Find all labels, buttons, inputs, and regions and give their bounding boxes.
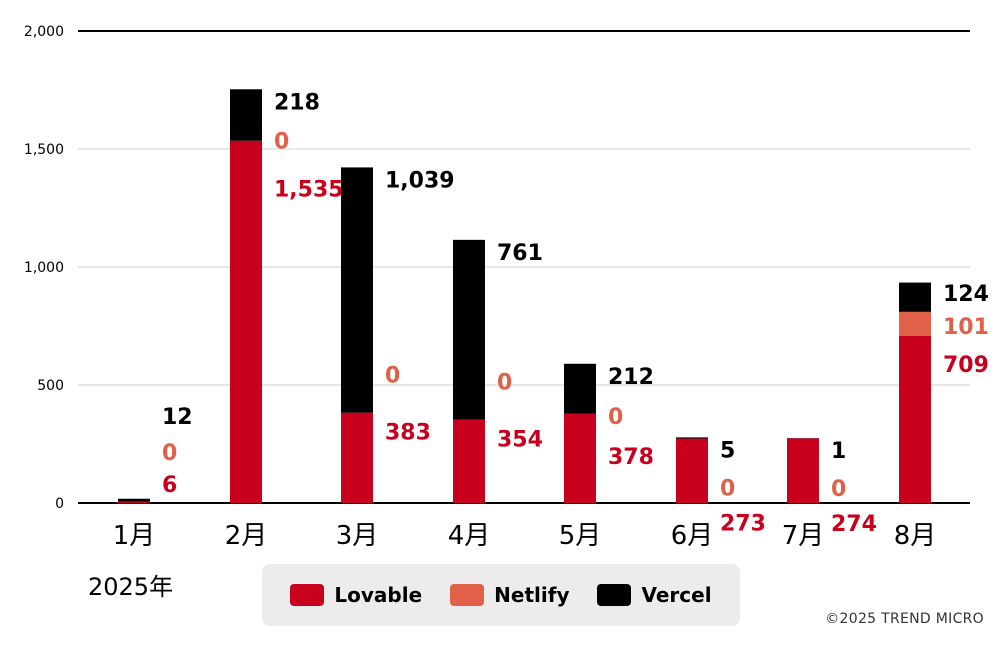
legend-swatch-lovable <box>290 584 325 606</box>
data-label-netlify-5: 0 <box>608 405 623 430</box>
bar-vercel-3 <box>341 167 373 413</box>
bar-lovable-5 <box>564 413 596 503</box>
data-label-netlify-2: 0 <box>274 129 289 154</box>
x-tick-label-8: 8月 <box>894 521 937 551</box>
data-label-lovable-4: 354 <box>497 427 543 452</box>
x-tick-label-3: 3月 <box>336 521 379 551</box>
bar-lovable-3 <box>341 412 373 503</box>
y-tick-label-2000: 2,000 <box>24 24 64 40</box>
y-tick-label-1000: 1,000 <box>24 260 64 276</box>
legend-item-vercel: Vercel <box>597 583 712 607</box>
data-label-lovable-5: 378 <box>608 445 654 470</box>
bar-lovable-4 <box>453 419 485 503</box>
data-label-lovable-8: 709 <box>943 353 989 378</box>
y-tick-label-1500: 1,500 <box>24 142 64 158</box>
x-tick-label-4: 4月 <box>448 521 491 551</box>
data-label-vercel-6: 5 <box>720 438 735 463</box>
x-tick-label-1: 1月 <box>113 521 156 551</box>
bar-netlify-8 <box>899 311 931 336</box>
x-tick-label-5: 5月 <box>559 521 602 551</box>
data-label-netlify-4: 0 <box>497 370 512 395</box>
bar-vercel-2 <box>230 89 262 141</box>
bar-vercel-1 <box>118 498 150 502</box>
legend: Lovable Netlify Vercel <box>262 564 740 626</box>
data-label-vercel-7: 1 <box>831 439 846 464</box>
year-label: 2025年 <box>88 573 174 601</box>
data-label-vercel-3: 1,039 <box>385 168 455 193</box>
data-label-netlify-8: 101 <box>943 315 989 340</box>
legend-label-lovable: Lovable <box>334 583 423 607</box>
data-label-lovable-7: 274 <box>831 512 877 537</box>
data-label-vercel-2: 218 <box>274 90 320 115</box>
bar-vercel-5 <box>564 363 596 414</box>
x-tick-label-7: 7月 <box>782 521 825 551</box>
data-label-netlify-6: 0 <box>720 476 735 501</box>
bar-lovable-8 <box>899 335 931 503</box>
data-label-lovable-6: 273 <box>720 511 766 536</box>
data-label-vercel-8: 124 <box>943 282 989 307</box>
bar-lovable-6 <box>676 438 708 503</box>
bar-lovable-7 <box>787 438 819 503</box>
data-label-vercel-5: 212 <box>608 365 654 390</box>
bar-vercel-8 <box>899 282 931 312</box>
data-label-lovable-2: 1,535 <box>274 177 344 202</box>
data-label-netlify-7: 0 <box>831 477 846 502</box>
y-tick-label-500: 500 <box>37 378 64 394</box>
legend-swatch-vercel <box>597 584 632 606</box>
legend-label-vercel: Vercel <box>641 583 712 607</box>
legend-item-netlify: Netlify <box>450 583 569 607</box>
data-label-lovable-3: 383 <box>385 421 431 446</box>
data-label-netlify-3: 0 <box>385 364 400 389</box>
data-label-lovable-1: 6 <box>162 473 177 498</box>
copyright-credit: ©2025 TREND MICRO <box>825 611 984 627</box>
legend-item-lovable: Lovable <box>290 583 422 607</box>
x-tick-label-2: 2月 <box>225 521 268 551</box>
data-label-vercel-4: 761 <box>497 241 543 266</box>
legend-label-netlify: Netlify <box>494 583 570 607</box>
data-label-netlify-1: 0 <box>162 441 177 466</box>
legend-swatch-netlify <box>450 584 485 606</box>
bar-vercel-6 <box>676 437 708 439</box>
bar-lovable-1 <box>118 501 150 503</box>
bar-lovable-2 <box>230 140 262 504</box>
x-tick-label-6: 6月 <box>671 521 714 551</box>
y-tick-label-0: 0 <box>55 496 64 512</box>
data-label-vercel-1: 12 <box>162 405 193 430</box>
bar-vercel-4 <box>453 239 485 420</box>
